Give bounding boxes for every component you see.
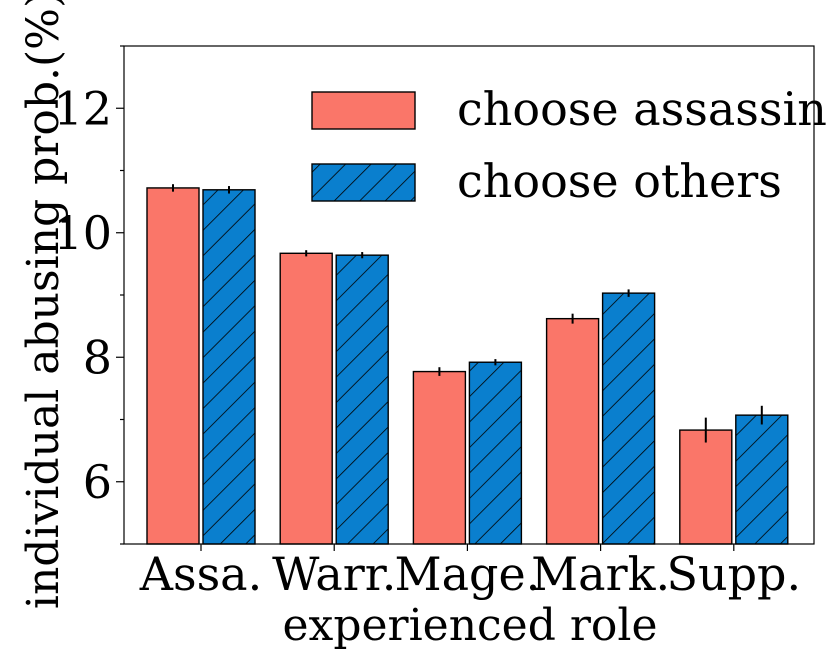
legend-swatch-others bbox=[311, 163, 416, 202]
x-tick-label: Warr. bbox=[272, 547, 396, 601]
axes: Assa. Warr.Mage.Mark.Supp. 6 8 10 12 bbox=[53, 45, 815, 601]
bar-assassin-mark bbox=[545, 317, 600, 545]
bar-assassin-assa bbox=[146, 187, 200, 545]
bar-others-supp bbox=[735, 414, 789, 545]
bar-others-warr bbox=[335, 254, 389, 545]
legend-label: choose others bbox=[457, 154, 782, 208]
legend-label: choose assassin bbox=[457, 82, 827, 136]
x-tick-label: Mage. bbox=[394, 547, 540, 601]
bar-others-mage bbox=[468, 361, 523, 545]
plot-area bbox=[146, 184, 789, 545]
y-tick-label: 8 bbox=[83, 330, 112, 384]
bar-assassin-warr bbox=[279, 252, 333, 545]
x-tick-label: Supp. bbox=[666, 547, 801, 601]
legend: choose assassin choose others bbox=[311, 82, 827, 208]
x-tick-label: Assa. bbox=[139, 547, 262, 601]
y-tick-label: 10 bbox=[53, 206, 112, 260]
y-axis-label: individual abusing prob.(%) bbox=[18, 0, 69, 609]
x-axis-label: experienced role bbox=[282, 600, 657, 651]
legend-swatch-assassin bbox=[311, 91, 416, 130]
y-tick-label: 12 bbox=[53, 81, 112, 135]
x-tick-label: Mark. bbox=[531, 547, 670, 601]
bar-others-assa bbox=[202, 189, 256, 545]
y-tick-label: 6 bbox=[83, 455, 112, 509]
bar-assassin-supp bbox=[679, 429, 733, 545]
bar-assassin-mage bbox=[412, 370, 467, 545]
bar-others-mark bbox=[601, 292, 656, 545]
